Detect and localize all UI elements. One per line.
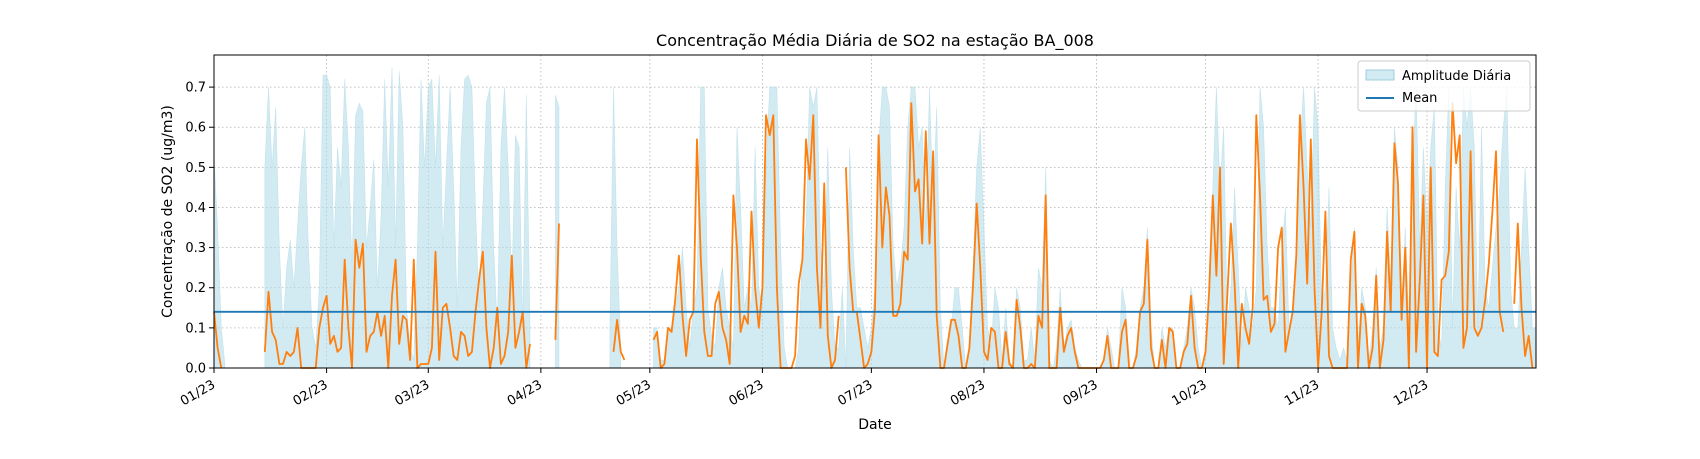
legend: Amplitude Diária Mean [1357, 60, 1531, 112]
y-tick-label: 0.5 [185, 161, 206, 176]
y-tick-label: 0.1 [185, 321, 206, 336]
daily-line-segment [845, 102, 1505, 369]
y-axis-title: Concentração de SO2 (ug/m3) [160, 105, 176, 318]
x-axis-title: Date [858, 417, 891, 433]
y-axis-ticks: 0.0 0.1 0.2 0.3 0.4 0.5 0.6 0.7 [185, 81, 214, 377]
legend-frame [1357, 60, 1531, 112]
legend-label-band: Amplitude Diária [1402, 69, 1511, 84]
legend-swatch-band [1365, 69, 1395, 81]
daily-line-segment [652, 114, 840, 369]
y-tick-label: 0.2 [185, 281, 206, 296]
chart-title: Concentração Média Diária de SO2 na esta… [656, 31, 1094, 51]
daily-line-segment [612, 318, 626, 361]
plot-frame [213, 54, 1537, 369]
y-tick-label: 0.7 [185, 81, 206, 96]
y-tick-label: 0.3 [185, 241, 206, 256]
daily-line-segment [554, 223, 560, 340]
y-tick-label: 0.6 [185, 121, 206, 136]
y-tick-label: 0.4 [185, 201, 206, 216]
daily-line-segment [1513, 222, 1534, 369]
daily-line-segment [213, 311, 223, 369]
legend-label-mean: Mean [1402, 91, 1437, 106]
y-tick-label: 0.0 [185, 362, 206, 377]
